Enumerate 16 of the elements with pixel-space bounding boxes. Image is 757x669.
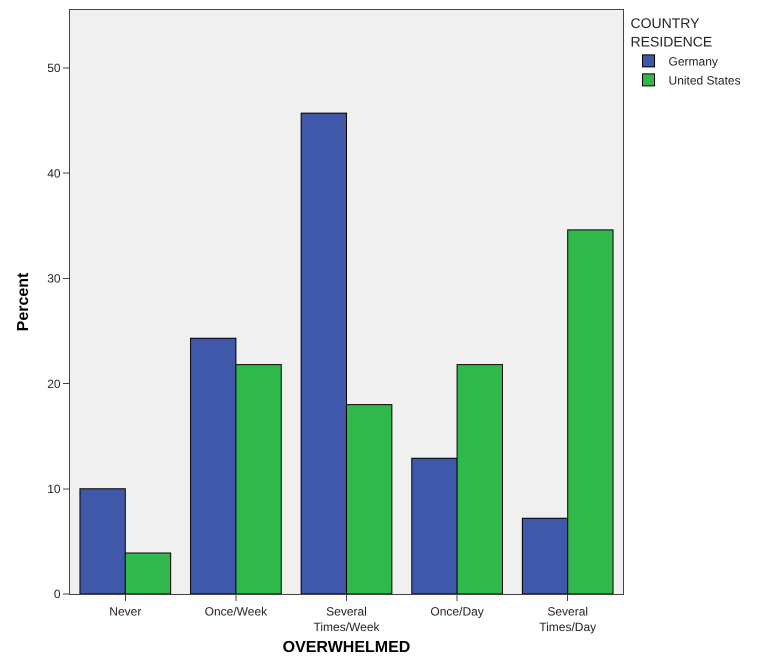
y-tick-label: 10 [47, 482, 61, 496]
y-axis-title: Percent [15, 272, 32, 332]
y-tick-label: 50 [47, 61, 61, 76]
x-tick-label: Several Times/Week [313, 604, 381, 634]
y-tick-label: 0 [54, 587, 61, 602]
x-tick-label: Once/Day [430, 604, 484, 618]
x-tick-label: Never [109, 604, 142, 618]
legend-title: COUNTRY RESIDENCE [630, 15, 712, 50]
y-tick-label: 30 [47, 272, 61, 286]
y-tick-label: 20 [47, 376, 61, 391]
x-tick-label: Several Times/Day [539, 604, 596, 634]
x-tick-label: Once/Week [204, 604, 268, 618]
legend-label: Germany [668, 54, 718, 69]
y-tick-label: 40 [47, 166, 61, 180]
legend-label: United States [668, 74, 741, 88]
x-axis-title: OVERWHELMED [282, 639, 410, 656]
